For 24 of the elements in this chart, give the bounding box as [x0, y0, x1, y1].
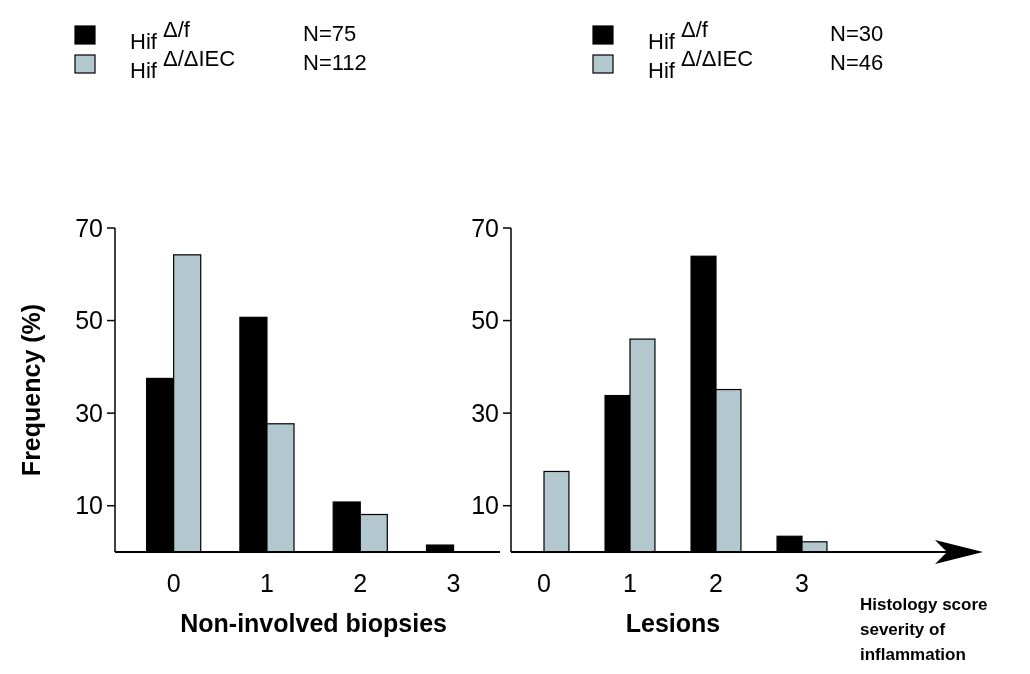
y-tick-label: 70 [471, 213, 499, 242]
text: N=112 [303, 50, 367, 75]
y-tick-label: 50 [471, 306, 499, 335]
y-tick-label: 30 [75, 398, 103, 427]
y-tick-label: 30 [471, 398, 499, 427]
text: Histology score severity of inflammation [860, 595, 988, 664]
x-axis-title: Lesions [625, 609, 721, 637]
x-tick-label: 0 [166, 569, 181, 597]
y-axis-title: Frequency (%) [17, 303, 45, 477]
text: N=46 [830, 50, 884, 75]
x-tick-label: 0 [537, 569, 551, 597]
x-tick-label: 3 [446, 569, 461, 597]
y-tick-label: 10 [471, 491, 499, 520]
y-tick-label: 70 [75, 213, 103, 242]
y-tick-label: 50 [75, 306, 103, 335]
x-tick-label: 3 [795, 569, 809, 597]
x-tick-label: 2 [353, 569, 368, 597]
text: N=75 [303, 21, 357, 46]
text: N=30 [830, 21, 884, 46]
x-tick-label: 2 [709, 569, 723, 597]
x-tick-label: 1 [260, 569, 274, 597]
y-tick-label: 10 [75, 491, 103, 520]
x-tick-label: 1 [623, 569, 637, 597]
x-axis-title: Non-involved biopsies [180, 609, 447, 637]
